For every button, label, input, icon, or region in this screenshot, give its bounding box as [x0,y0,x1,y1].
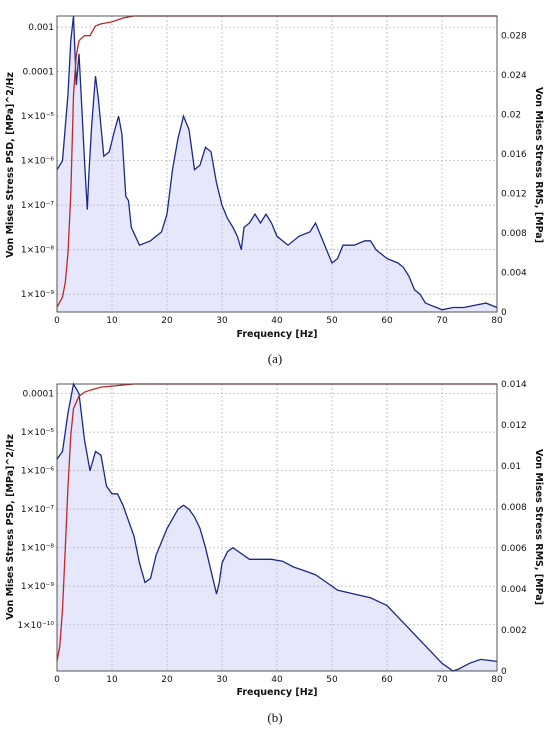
y2-tick-label: 0.006 [501,544,527,554]
panel-caption: (a) [268,351,282,366]
x-tick-label: 80 [491,316,503,326]
y-tick-label: 1×10⁻⁹ [21,290,54,300]
y2-tick-label: 0.004 [501,269,527,279]
y-tick-label: 0.0001 [23,390,55,400]
x-axis-label: Frequency [Hz] [236,329,317,340]
y2-tick-label: 0 [501,667,507,677]
y-tick-label: 1×10⁻⁵ [21,428,54,438]
y2-tick-label: 0.008 [501,503,527,513]
x-tick-label: 60 [381,316,393,326]
y2-tick-label: 0.014 [501,380,527,390]
x-tick-label: 70 [436,316,448,326]
y-tick-label: 1×10⁻⁸ [21,544,54,554]
x-tick-label: 70 [436,675,448,685]
y2-tick-label: 0.024 [501,71,527,81]
y2-tick-label: 0.008 [501,229,527,239]
y-tick-label: 1×10⁻⁹ [21,582,54,592]
y2-tick-label: 0.004 [501,585,527,595]
x-tick-label: 10 [106,675,118,685]
y-tick-label: 1×10⁻⁷ [21,505,54,515]
y2-tick-label: 0.028 [501,32,527,42]
rms-series-line [56,15,497,308]
y-axis-label: Von Mises Stress PSD, [MPa]^2/Hz [5,72,16,258]
plot-frame [56,383,498,672]
y2-axis-label: Von Mises Stress RMS, [MPa] [533,449,544,605]
plot-frame [56,15,498,313]
y-tick-label: 0.001 [28,23,54,33]
psd-area-fill [57,384,497,671]
y2-tick-label: 0.012 [501,421,527,431]
x-tick-label: 40 [271,316,283,326]
y2-tick-label: 0.02 [501,111,521,121]
y2-tick-label: 0.01 [501,462,521,472]
chart-panel-b: 0 10 20 30 40 50 60 70 80 0.0001 1×10⁻⁵ 1×10⁻⁶ 1×10⁻… [5,380,544,725]
psd-series-line [56,382,498,672]
y-axis-label: Von Mises Stress PSD, [MPa]^2/Hz [5,434,16,620]
y2-tick-label: 0 [501,308,507,318]
y-tick-label: 1×10⁻⁷ [21,201,54,211]
psd-series-line [56,15,498,311]
x-tick-label: 50 [326,316,338,326]
x-tick-label: 20 [161,316,173,326]
y-tick-label: 1×10⁻⁵ [21,112,54,122]
x-axis-label: Frequency [Hz] [236,687,317,698]
y2-tick-label: 0.012 [501,190,527,200]
y-tick-label: 1×10⁻⁶ [21,157,54,167]
x-tick-label: 30 [216,675,228,685]
panel-caption: (b) [267,710,282,725]
chart-panel-a: 0 10 20 30 40 50 60 70 80 0.001 0.0001 1×10⁻⁵ 1×10⁻⁶… [5,15,544,366]
x-tick-label: 60 [381,675,393,685]
x-tick-label: 10 [106,316,118,326]
y-tick-label: 0.0001 [23,68,55,78]
x-tick-label: 20 [161,675,173,685]
x-tick-label: 80 [491,675,503,685]
y2-tick-label: 0.016 [501,150,527,160]
rms-series-line [56,383,497,661]
y-tick-label: 1×10⁻⁸ [21,246,54,256]
x-tick-label: 0 [54,675,60,685]
x-tick-label: 50 [326,675,338,685]
y-tick-label: 1×10⁻⁶ [21,467,54,477]
y2-axis-label: Von Mises Stress RMS, [MPa] [533,87,544,243]
x-tick-label: 40 [271,675,283,685]
x-tick-label: 0 [54,316,60,326]
y-tick-label: 1×10⁻¹⁰ [17,621,54,631]
y2-tick-label: 0.002 [501,626,527,636]
x-tick-label: 30 [216,316,228,326]
